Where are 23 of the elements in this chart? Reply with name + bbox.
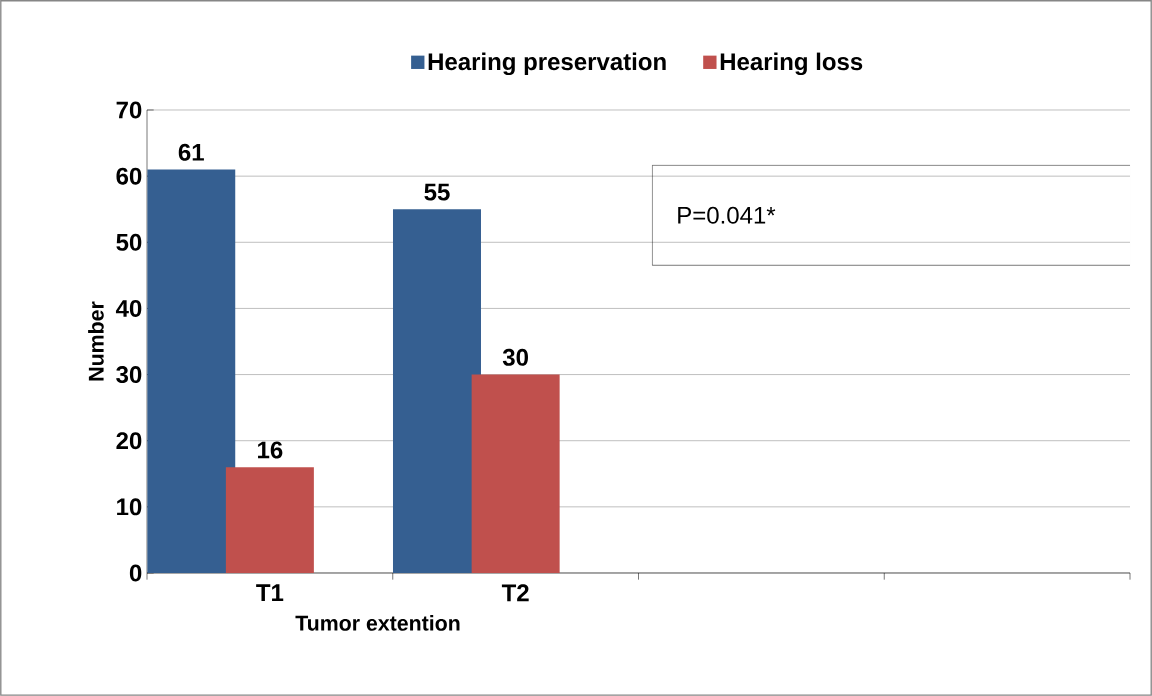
y-tick-label: 60 [116, 167, 142, 185]
data-label: 55 [424, 183, 450, 201]
bar [392, 209, 481, 573]
y-tick-label: 20 [116, 432, 142, 450]
y-tick-label: 70 [116, 101, 142, 119]
y-tick-label: 40 [115, 299, 142, 317]
x-tick-label: T2 [501, 584, 529, 602]
bar [471, 374, 560, 573]
y-tick-label: 50 [116, 233, 142, 251]
data-label: 30 [502, 348, 528, 366]
data-label: 16 [258, 441, 283, 459]
y-tick-label: 10 [117, 498, 142, 516]
y-axis-title: Number [88, 301, 104, 381]
y-tick-label: 30 [116, 366, 142, 384]
legend-label: Hearing loss [720, 52, 863, 76]
x-axis-title: Tumor extention [295, 615, 460, 631]
legend-label: Hearing preservation [428, 52, 666, 76]
y-tick-label: 0 [129, 564, 142, 582]
bar [147, 169, 236, 573]
annotation: P=0.041* [678, 206, 776, 224]
data-label: 61 [178, 143, 204, 161]
x-tick-label: T1 [256, 584, 284, 601]
bar [225, 467, 314, 573]
